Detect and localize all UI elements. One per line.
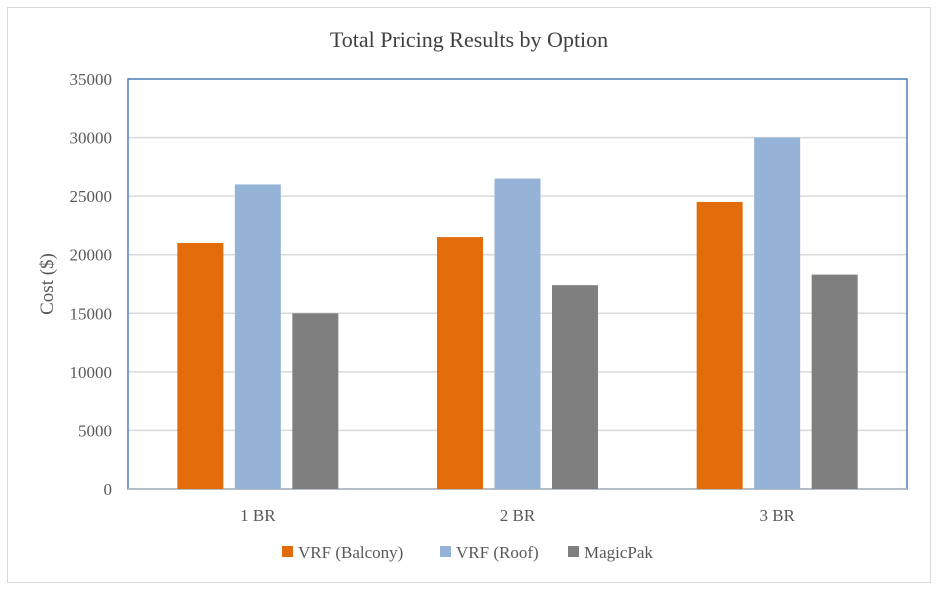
y-tick-label: 30000 [70, 129, 113, 148]
bar [494, 178, 541, 490]
bar [292, 313, 339, 489]
bar [177, 243, 224, 489]
bar [754, 137, 801, 490]
y-tick-label: 35000 [70, 70, 113, 89]
legend-swatch [568, 546, 579, 557]
legend-label: MagicPak [584, 543, 653, 562]
x-tick-label: 1 BR [240, 506, 276, 525]
bar [437, 237, 483, 489]
bar [811, 274, 858, 489]
y-tick-label: 25000 [70, 187, 113, 206]
y-tick-label: 20000 [70, 246, 113, 265]
chart-title: Total Pricing Results by Option [330, 27, 608, 52]
legend-swatch [440, 546, 451, 557]
y-tick-label: 0 [104, 480, 113, 499]
x-tick-label: 2 BR [500, 506, 536, 525]
bar [234, 184, 281, 489]
legend-swatch [282, 546, 293, 557]
bar [696, 202, 743, 489]
y-tick-label: 10000 [70, 363, 113, 382]
y-tick-label: 5000 [78, 421, 112, 440]
y-tick-label: 15000 [70, 304, 113, 323]
legend-label: VRF (Balcony) [298, 543, 403, 562]
bar [552, 285, 598, 489]
legend-label: VRF (Roof) [456, 543, 539, 562]
chart-frame [7, 7, 931, 583]
x-tick-label: 3 BR [759, 506, 795, 525]
y-axis-label: Cost ($) [37, 253, 58, 315]
